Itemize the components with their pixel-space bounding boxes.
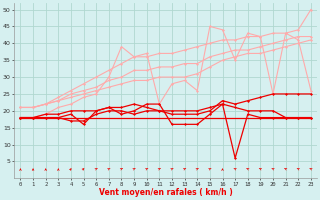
X-axis label: Vent moyen/en rafales ( km/h ): Vent moyen/en rafales ( km/h ) bbox=[99, 188, 233, 197]
